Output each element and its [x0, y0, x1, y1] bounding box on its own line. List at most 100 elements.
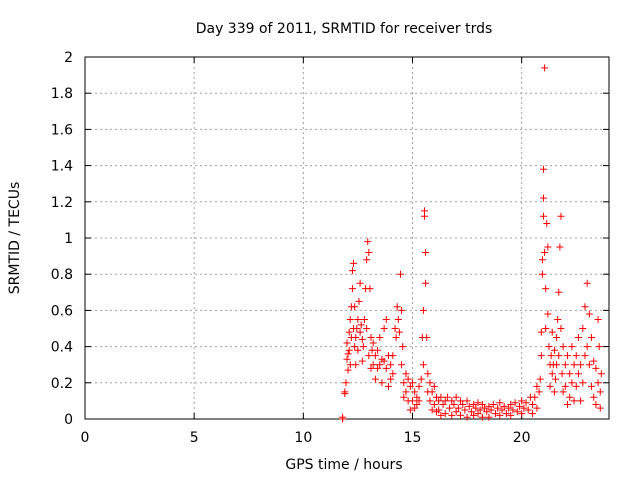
data-point: [423, 334, 431, 342]
data-point: [369, 339, 377, 347]
data-point: [351, 343, 359, 351]
data-point: [387, 375, 395, 383]
data-point: [529, 401, 537, 409]
data-point: [540, 212, 547, 220]
data-point: [435, 397, 443, 405]
data-point: [595, 343, 603, 351]
data-point: [411, 404, 419, 412]
data-point: [348, 267, 356, 275]
data-point: [522, 399, 530, 407]
data-point: [557, 325, 565, 332]
data-point: [550, 346, 558, 354]
data-point: [400, 393, 408, 401]
data-point: [395, 328, 403, 336]
data-point: [537, 352, 545, 360]
data-point: [374, 346, 382, 354]
data-point: [448, 397, 456, 405]
data-point: [428, 388, 436, 396]
y-axis: 0 0.2 0.4 0.6 0.8 1 1.2 1.4 1.6 1.8 2: [51, 50, 609, 428]
data-point: [537, 328, 545, 336]
data-point: [515, 402, 523, 410]
data-point: [348, 285, 356, 293]
data-point: [430, 401, 438, 409]
data-point: [476, 406, 484, 414]
data-point: [535, 388, 543, 396]
data-point: [350, 259, 358, 267]
data-point: [446, 404, 454, 412]
data-point: [441, 397, 449, 405]
data-point: [596, 404, 604, 412]
y-tick-label: 1.8: [51, 86, 73, 102]
data-point: [561, 361, 569, 369]
data-point: [594, 379, 602, 387]
data-point: [369, 361, 377, 369]
data-point: [555, 352, 563, 360]
data-point: [585, 361, 593, 369]
data-point: [382, 315, 390, 323]
data-point: [409, 379, 416, 387]
data-point: [579, 379, 587, 387]
data-point: [574, 370, 582, 378]
data-point: [384, 382, 392, 390]
data-point: [374, 364, 382, 372]
x-axis: 0 5 10 15 20: [81, 57, 531, 446]
data-point: [556, 243, 564, 251]
data-point: [485, 402, 493, 410]
data-point: [448, 411, 456, 419]
data-point: [443, 393, 451, 401]
data-point: [500, 402, 508, 410]
data-point: [417, 375, 425, 383]
data-point: [422, 279, 430, 287]
data-point: [454, 404, 462, 412]
data-point: [367, 364, 375, 372]
data-point: [585, 310, 593, 318]
data-point: [572, 352, 580, 360]
data-point: [435, 406, 443, 414]
data-point: [559, 388, 567, 396]
data-point: [352, 361, 360, 369]
data-point: [352, 334, 360, 342]
data-point: [574, 334, 582, 342]
data-point: [343, 355, 351, 363]
data-point: [538, 270, 546, 278]
data-point: [346, 315, 354, 323]
data-point: [472, 404, 480, 412]
data-point: [577, 397, 585, 405]
data-point: [564, 352, 572, 360]
data-point: [542, 325, 550, 332]
data-point: [415, 397, 423, 405]
data-point: [355, 297, 363, 305]
data-point: [358, 357, 366, 365]
data-point: [596, 388, 604, 396]
data-point: [588, 334, 596, 342]
y-tick-label: 1.4: [51, 159, 73, 175]
data-point: [555, 288, 563, 296]
data-point: [552, 375, 560, 383]
data-point: [365, 248, 373, 256]
data-point: [541, 64, 549, 72]
y-tick-label: 0.4: [51, 340, 73, 356]
data-point: [439, 401, 447, 409]
y-tick-label: 1.2: [51, 195, 73, 211]
data-point: [544, 243, 552, 251]
data-point: [520, 404, 528, 412]
data-point: [345, 328, 353, 336]
data-point: [594, 315, 602, 323]
y-tick-label: 0: [64, 412, 73, 428]
data-point: [371, 375, 379, 383]
data-point: [400, 379, 408, 387]
data-point: [597, 370, 605, 378]
data-point: [568, 379, 576, 387]
data-point: [557, 212, 565, 220]
data-point: [380, 357, 388, 365]
data-point: [406, 382, 414, 390]
data-point: [590, 357, 598, 365]
data-point: [474, 399, 482, 407]
data-point: [487, 406, 495, 414]
data-point: [339, 413, 347, 421]
data-point: [590, 393, 598, 401]
data-point: [543, 220, 551, 228]
data-point: [402, 370, 410, 378]
data-point: [553, 334, 561, 342]
data-point: [583, 343, 591, 351]
